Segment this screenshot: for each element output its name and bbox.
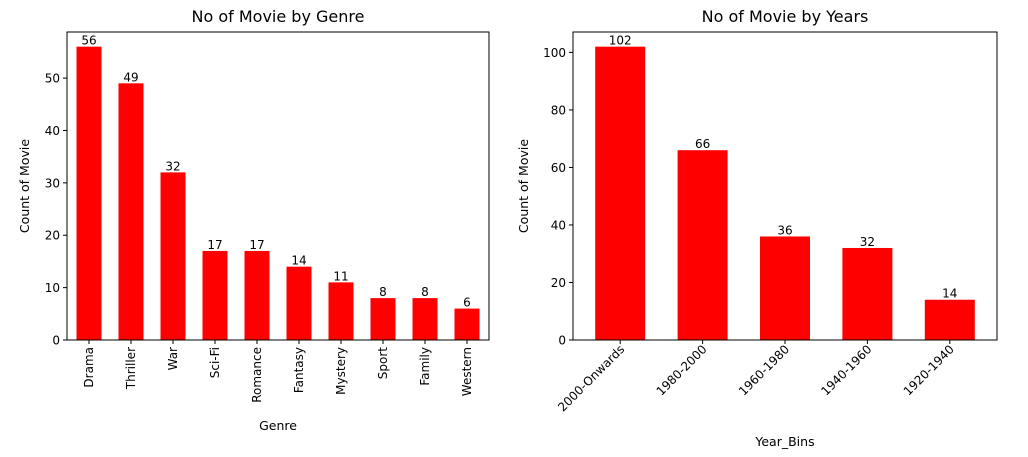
x-tick-label: Western bbox=[460, 347, 474, 396]
y-axis-label: Count of Movie bbox=[516, 139, 531, 233]
data-label: 17 bbox=[249, 238, 264, 252]
genre-chart: 56 49 32 17 17 14 11 8 8 6 0 10 20 30 40 50 Drama Thrille… bbox=[17, 7, 490, 433]
x-axis-label: Year_Bins bbox=[754, 434, 814, 449]
data-label: 17 bbox=[207, 238, 222, 252]
x-tick-label: 1940-1960 bbox=[818, 342, 874, 398]
data-label: 8 bbox=[421, 285, 429, 299]
bar-1960-1980 bbox=[760, 236, 810, 340]
bar-fantasy bbox=[286, 266, 312, 340]
x-tick-label: Thriller bbox=[124, 347, 138, 390]
data-label: 102 bbox=[609, 34, 632, 48]
data-label: 14 bbox=[942, 287, 957, 301]
y-tick-label: 10 bbox=[45, 281, 60, 295]
y-axis-label: Count of Movie bbox=[17, 139, 32, 233]
data-label: 8 bbox=[379, 285, 387, 299]
x-tick-label: Sport bbox=[376, 347, 390, 380]
x-tick-label: Drama bbox=[82, 347, 96, 388]
x-axis-label: Genre bbox=[259, 418, 297, 433]
years-chart: 102 66 36 32 14 0 20 40 60 80 100 2000-Onwards 1980-… bbox=[516, 7, 998, 449]
data-label: 6 bbox=[463, 296, 471, 310]
x-tick-label: 1920-1940 bbox=[901, 342, 957, 398]
bar-sci-fi bbox=[202, 250, 228, 340]
axes-frame bbox=[66, 31, 490, 341]
y-tick-label: 80 bbox=[551, 103, 566, 117]
bar-western bbox=[454, 308, 480, 340]
data-label: 66 bbox=[695, 137, 710, 151]
bar-2000-onwards bbox=[595, 46, 646, 341]
bar-mystery bbox=[328, 282, 354, 340]
data-label: 14 bbox=[291, 254, 306, 268]
x-tick-label: 1980-2000 bbox=[654, 342, 710, 398]
data-label: 36 bbox=[777, 223, 792, 237]
y-tick-label: 0 bbox=[52, 334, 60, 348]
y-tick-label: 50 bbox=[45, 72, 60, 86]
x-tick-label: 1960-1980 bbox=[736, 342, 792, 398]
data-label: 56 bbox=[81, 34, 96, 48]
data-label: 32 bbox=[165, 159, 180, 173]
data-label: 32 bbox=[860, 235, 875, 249]
y-tick-label: 40 bbox=[45, 124, 60, 138]
y-tick-label: 0 bbox=[558, 334, 566, 348]
y-tick-label: 40 bbox=[551, 218, 566, 232]
x-tick-label: 2000-Onwards bbox=[555, 342, 627, 414]
bar-thriller bbox=[118, 83, 144, 340]
bar-family bbox=[412, 298, 438, 340]
bar-romance bbox=[244, 250, 270, 340]
x-tick-label: Family bbox=[418, 347, 432, 386]
bar-1940-1960 bbox=[842, 247, 893, 340]
bar-war bbox=[160, 172, 186, 340]
x-tick-label: Sci-Fi bbox=[208, 347, 222, 378]
y-tick-label: 20 bbox=[45, 229, 60, 243]
chart-title: No of Movie by Genre bbox=[192, 7, 365, 26]
bar-drama bbox=[76, 46, 102, 341]
bar-1920-1940 bbox=[924, 299, 975, 340]
x-tick-label: War bbox=[166, 347, 180, 370]
chart-title: No of Movie by Years bbox=[702, 7, 869, 26]
bar-1980-2000 bbox=[677, 150, 728, 340]
y-tick-label: 30 bbox=[45, 176, 60, 190]
data-label: 11 bbox=[333, 269, 348, 283]
bar-sport bbox=[370, 298, 396, 340]
x-tick-label: Mystery bbox=[334, 347, 348, 395]
data-label: 49 bbox=[123, 70, 138, 84]
x-tick-label: Fantasy bbox=[292, 347, 306, 393]
y-tick-label: 20 bbox=[551, 276, 566, 290]
y-tick-label: 60 bbox=[551, 161, 566, 175]
x-tick-label: Romance bbox=[250, 347, 264, 403]
y-tick-label: 100 bbox=[543, 46, 566, 60]
